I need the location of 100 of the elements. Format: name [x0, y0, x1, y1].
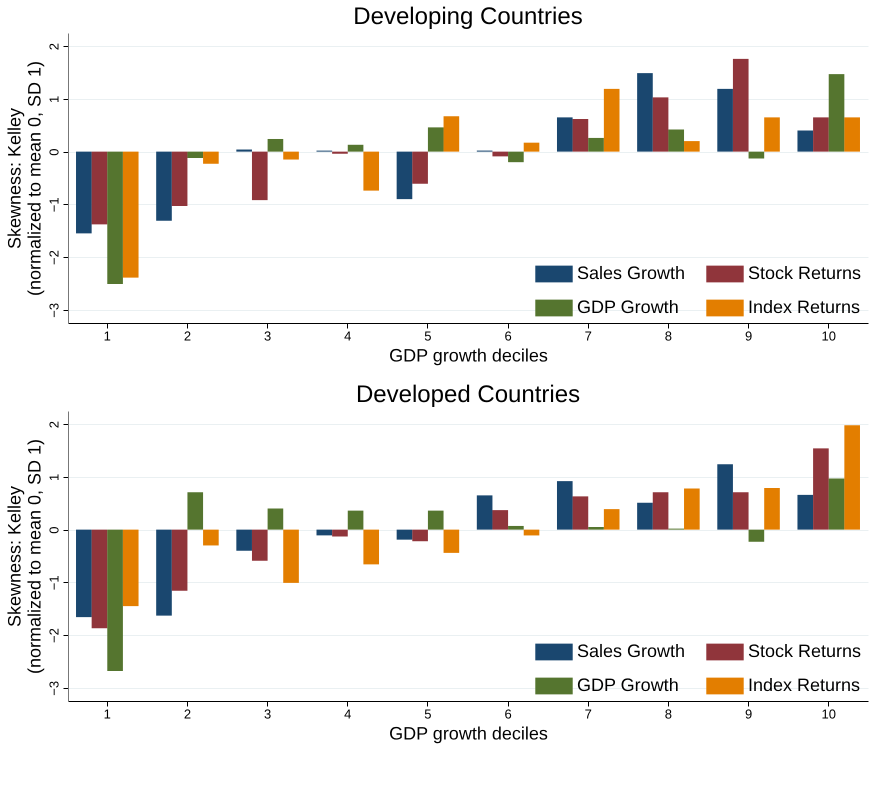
bar	[637, 502, 653, 530]
x-tick-label: 8	[664, 706, 672, 722]
y-tick-label: 2	[46, 421, 62, 428]
bar	[588, 138, 604, 152]
bar	[652, 97, 668, 152]
bar	[604, 509, 620, 530]
bar	[396, 530, 412, 540]
bar	[187, 152, 204, 158]
bar	[732, 492, 749, 530]
bar	[844, 117, 860, 152]
bar	[492, 510, 508, 530]
bar	[363, 530, 380, 564]
legend-label: Index Returns	[748, 297, 860, 317]
legend-label: Sales Growth	[577, 263, 686, 283]
bar	[444, 530, 460, 553]
bar	[92, 530, 108, 628]
x-tick-label: 10	[821, 328, 836, 344]
bar	[236, 530, 252, 551]
x-tick-label: 1	[104, 328, 111, 344]
bar	[92, 152, 108, 224]
bar	[332, 530, 348, 536]
x-tick-label: 9	[744, 328, 752, 344]
bar	[172, 152, 188, 206]
bar	[316, 530, 332, 536]
bar	[156, 530, 172, 616]
bar	[122, 530, 139, 606]
bar	[797, 494, 814, 530]
x-tick-label: 9	[744, 706, 752, 722]
x-tick-label: 1	[104, 706, 111, 722]
bar	[492, 152, 508, 156]
bar	[444, 116, 460, 152]
bar	[828, 74, 844, 152]
x-tick-label: 6	[504, 328, 512, 344]
y-tick-label: 1	[46, 96, 62, 104]
bar	[797, 130, 814, 152]
bar	[748, 530, 764, 542]
bar	[412, 530, 428, 542]
x-tick-label: 4	[344, 328, 352, 344]
y-tick-label: 0	[46, 148, 62, 156]
legend-label: Stock Returns	[748, 263, 862, 283]
x-tick-label: 5	[424, 328, 432, 344]
y-axis-title: Skewness: Kelley (normalized to mean 0, SD 1)	[4, 60, 44, 296]
bar	[748, 152, 764, 158]
bar	[348, 510, 364, 530]
x-axis-title: GDP growth deciles	[389, 724, 548, 744]
bar	[268, 138, 284, 152]
bar	[252, 530, 268, 561]
bar	[428, 127, 444, 152]
bar	[764, 117, 780, 152]
x-tick-label: 7	[584, 328, 592, 344]
bar	[283, 152, 299, 160]
bar	[107, 530, 123, 671]
bar	[572, 118, 588, 152]
legend-label: Index Returns	[748, 675, 860, 695]
bar	[524, 530, 540, 536]
bar	[508, 152, 524, 162]
bar	[717, 88, 733, 152]
bar	[684, 488, 700, 530]
bar	[187, 492, 204, 530]
bar	[122, 152, 139, 278]
y-tick-label: −3	[46, 302, 62, 318]
y-tick-label: −2	[46, 250, 62, 266]
chart-title: Developing Countries	[353, 3, 583, 30]
bar	[363, 152, 380, 191]
bar	[396, 152, 412, 200]
y-tick-label: −1	[46, 197, 62, 212]
bar	[637, 73, 653, 152]
bar	[588, 527, 604, 530]
bar	[156, 152, 172, 221]
bar	[732, 58, 749, 152]
x-tick-label: 2	[184, 328, 192, 344]
legend-label: GDP Growth	[577, 675, 679, 695]
bar	[652, 492, 668, 530]
x-axis-title: GDP growth deciles	[389, 346, 548, 366]
bar	[556, 481, 573, 530]
bar	[348, 144, 364, 152]
x-tick-label: 3	[264, 328, 272, 344]
bar	[283, 530, 299, 583]
y-axis-title: Skewness: Kelley (normalized to mean 0, SD 1)	[4, 438, 44, 674]
legend-label: Sales Growth	[577, 641, 686, 661]
x-tick-label: 5	[424, 706, 432, 722]
bar	[76, 152, 92, 234]
bar	[717, 464, 733, 530]
bar	[76, 530, 92, 618]
y-tick-label: 2	[46, 43, 62, 50]
y-tick-label: −2	[46, 628, 62, 644]
bar	[684, 141, 700, 152]
y-tick-label: 0	[46, 526, 62, 534]
bar	[604, 88, 620, 152]
y-tick-label: 1	[46, 474, 62, 482]
y-tick-label: −3	[46, 680, 62, 696]
x-tick-label: 3	[264, 706, 272, 722]
bar	[572, 496, 588, 530]
bar	[828, 478, 844, 530]
bar	[412, 152, 428, 184]
bar	[508, 526, 524, 530]
bar	[476, 495, 492, 530]
bar	[764, 488, 780, 530]
x-tick-label: 10	[821, 706, 836, 722]
bar	[203, 152, 219, 164]
